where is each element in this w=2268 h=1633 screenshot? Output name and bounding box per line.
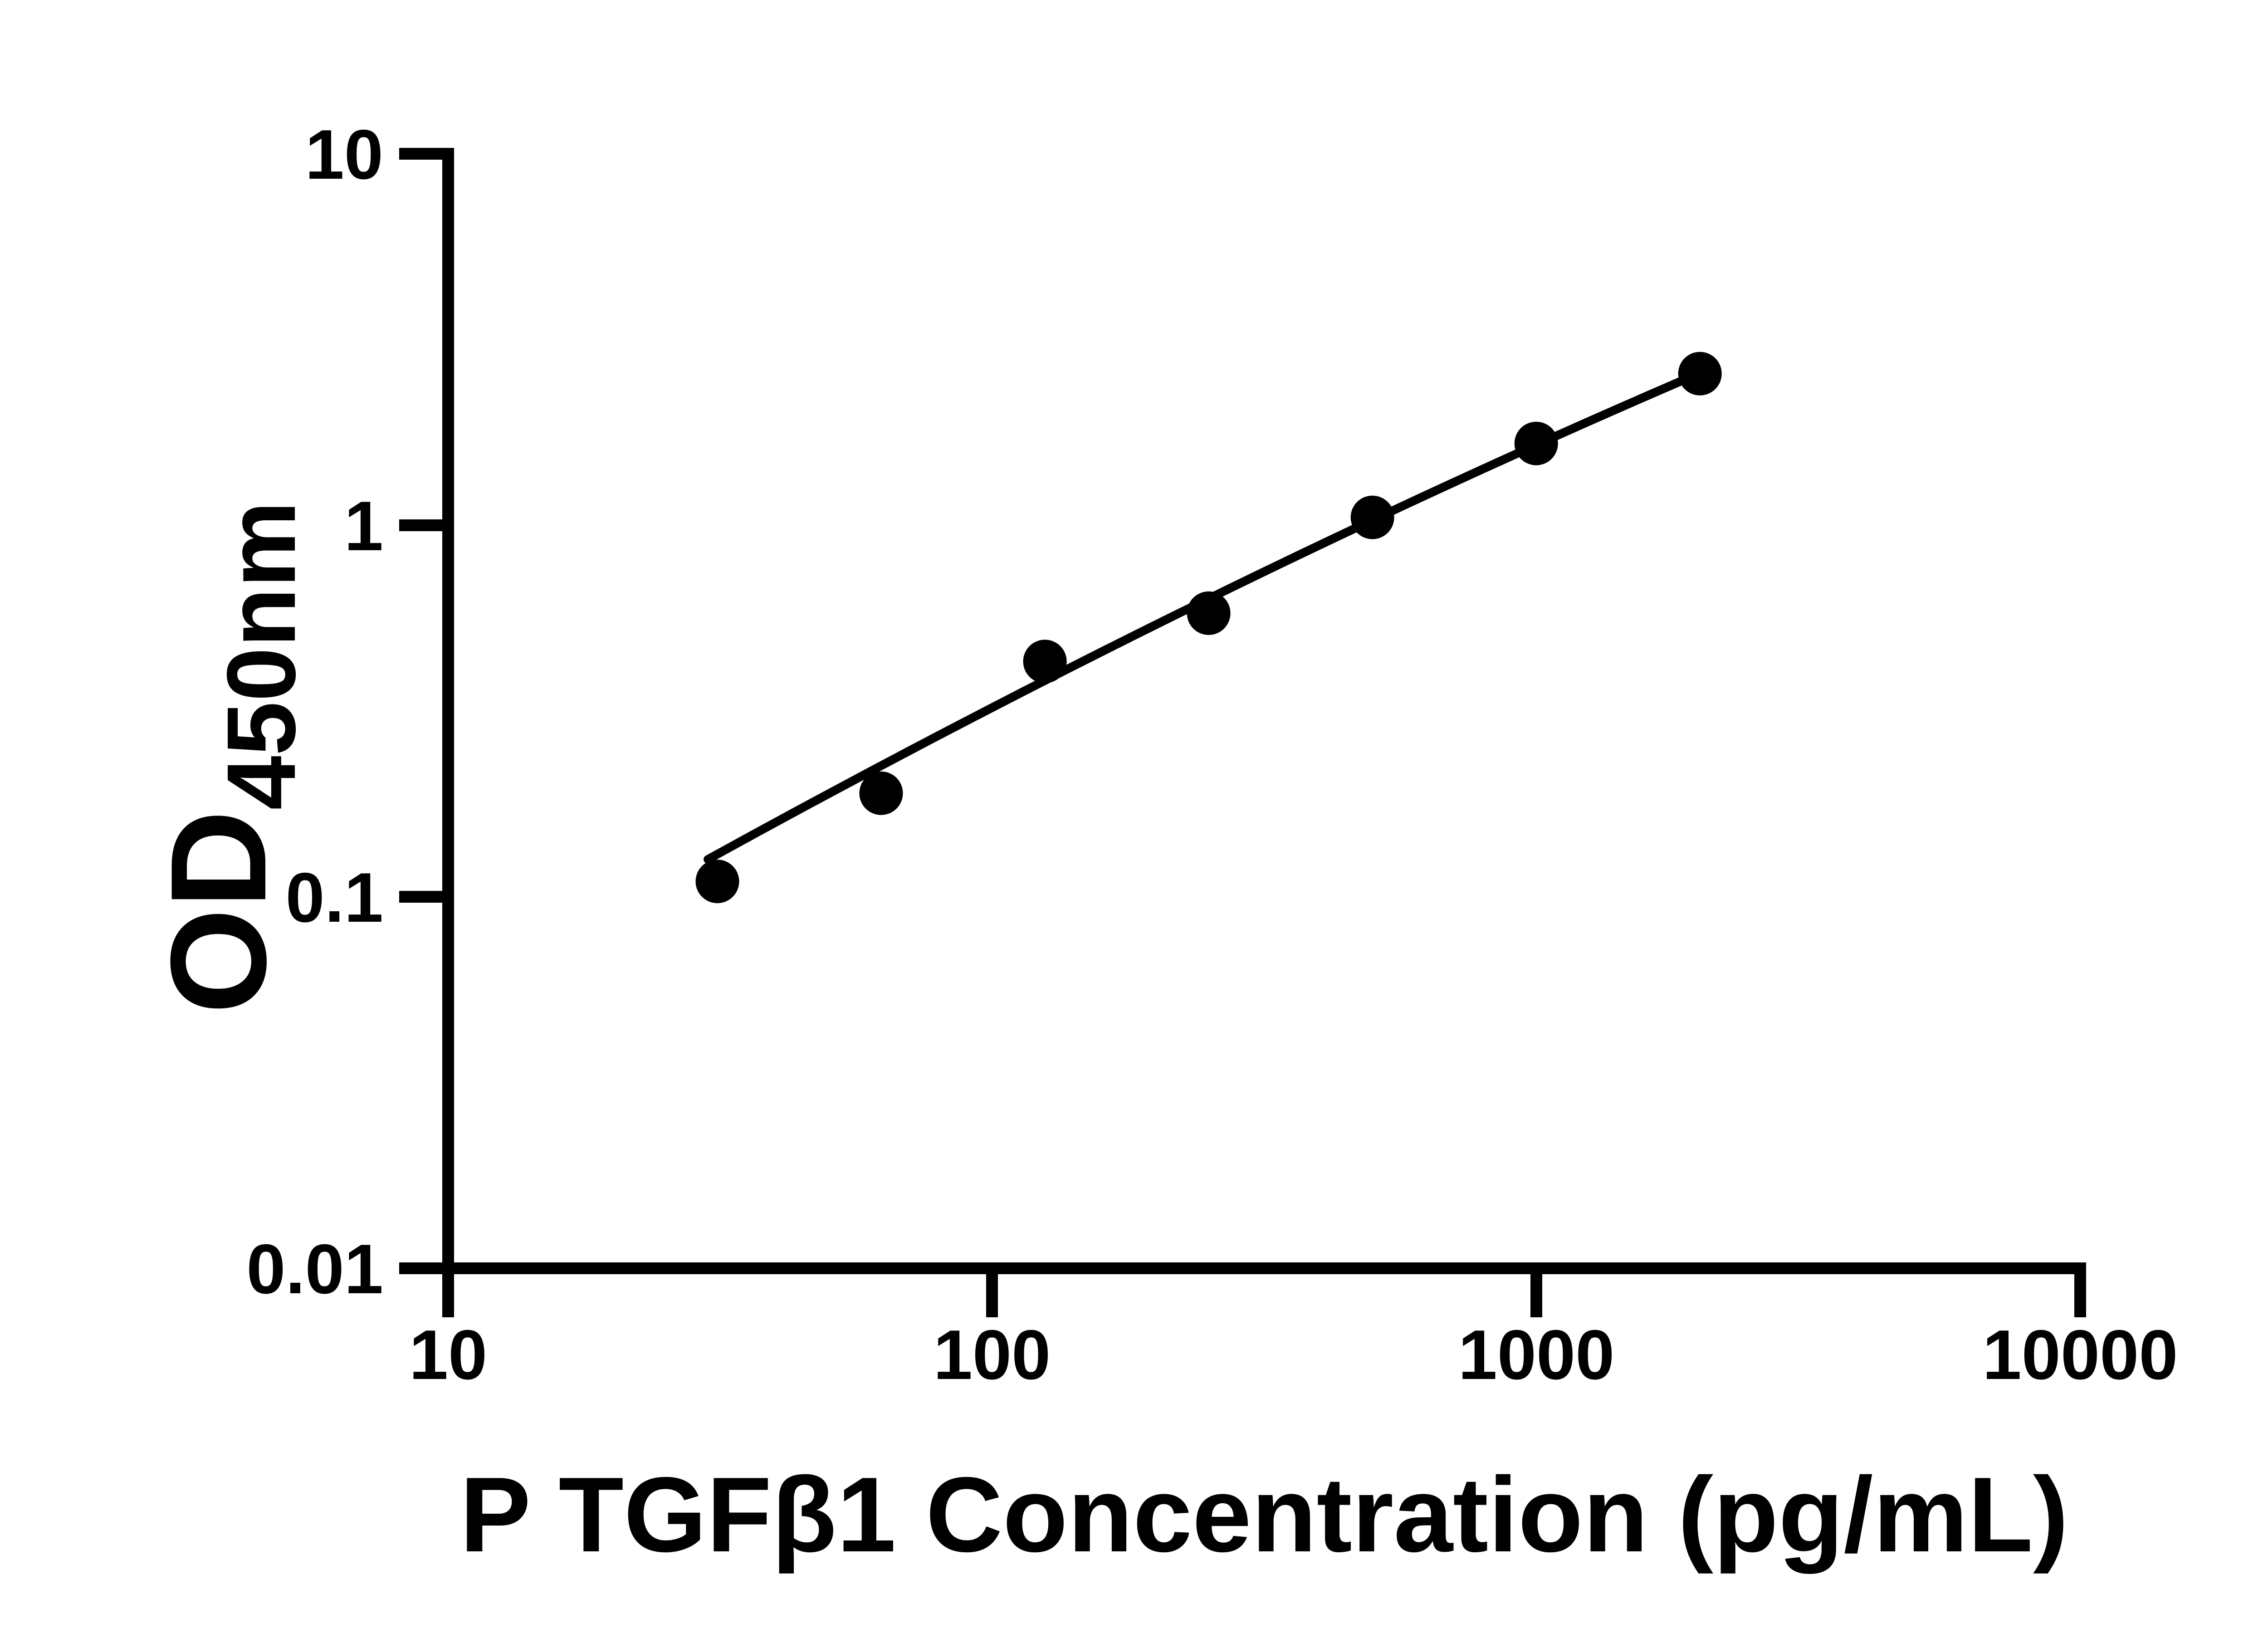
data-point xyxy=(1678,352,1722,396)
data-point xyxy=(1187,591,1231,635)
x-tick-labels: 10 100 1000 10000 xyxy=(409,1315,2178,1394)
y-axis-title-subscript: 450nm xyxy=(206,501,316,810)
data-points xyxy=(695,352,1722,904)
y-tick-label-10: 10 xyxy=(305,115,383,194)
y-tick-label-1: 1 xyxy=(344,487,383,565)
x-tick-label-1000: 1000 xyxy=(1458,1315,1615,1394)
axes xyxy=(399,148,2086,1317)
y-axis-title: OD450nm xyxy=(142,501,316,1014)
x-tick-label-10: 10 xyxy=(409,1315,487,1394)
x-tick-label-10000: 10000 xyxy=(1982,1315,2178,1394)
y-tick-label-0.1: 0.1 xyxy=(286,858,383,937)
data-point xyxy=(1350,495,1394,539)
data-point xyxy=(859,771,903,815)
data-point xyxy=(1023,640,1067,684)
y-tick-labels: 10 1 0.1 0.01 xyxy=(246,115,383,1308)
y-axis-title-main: OD xyxy=(142,810,294,1014)
x-tick-label-100: 100 xyxy=(934,1315,1051,1394)
x-axis-title: P TGFβ1 Concentration (pg/mL) xyxy=(460,1455,2069,1574)
data-point xyxy=(1514,421,1558,465)
data-point xyxy=(695,860,739,904)
y-tick-label-0.01: 0.01 xyxy=(246,1230,383,1308)
